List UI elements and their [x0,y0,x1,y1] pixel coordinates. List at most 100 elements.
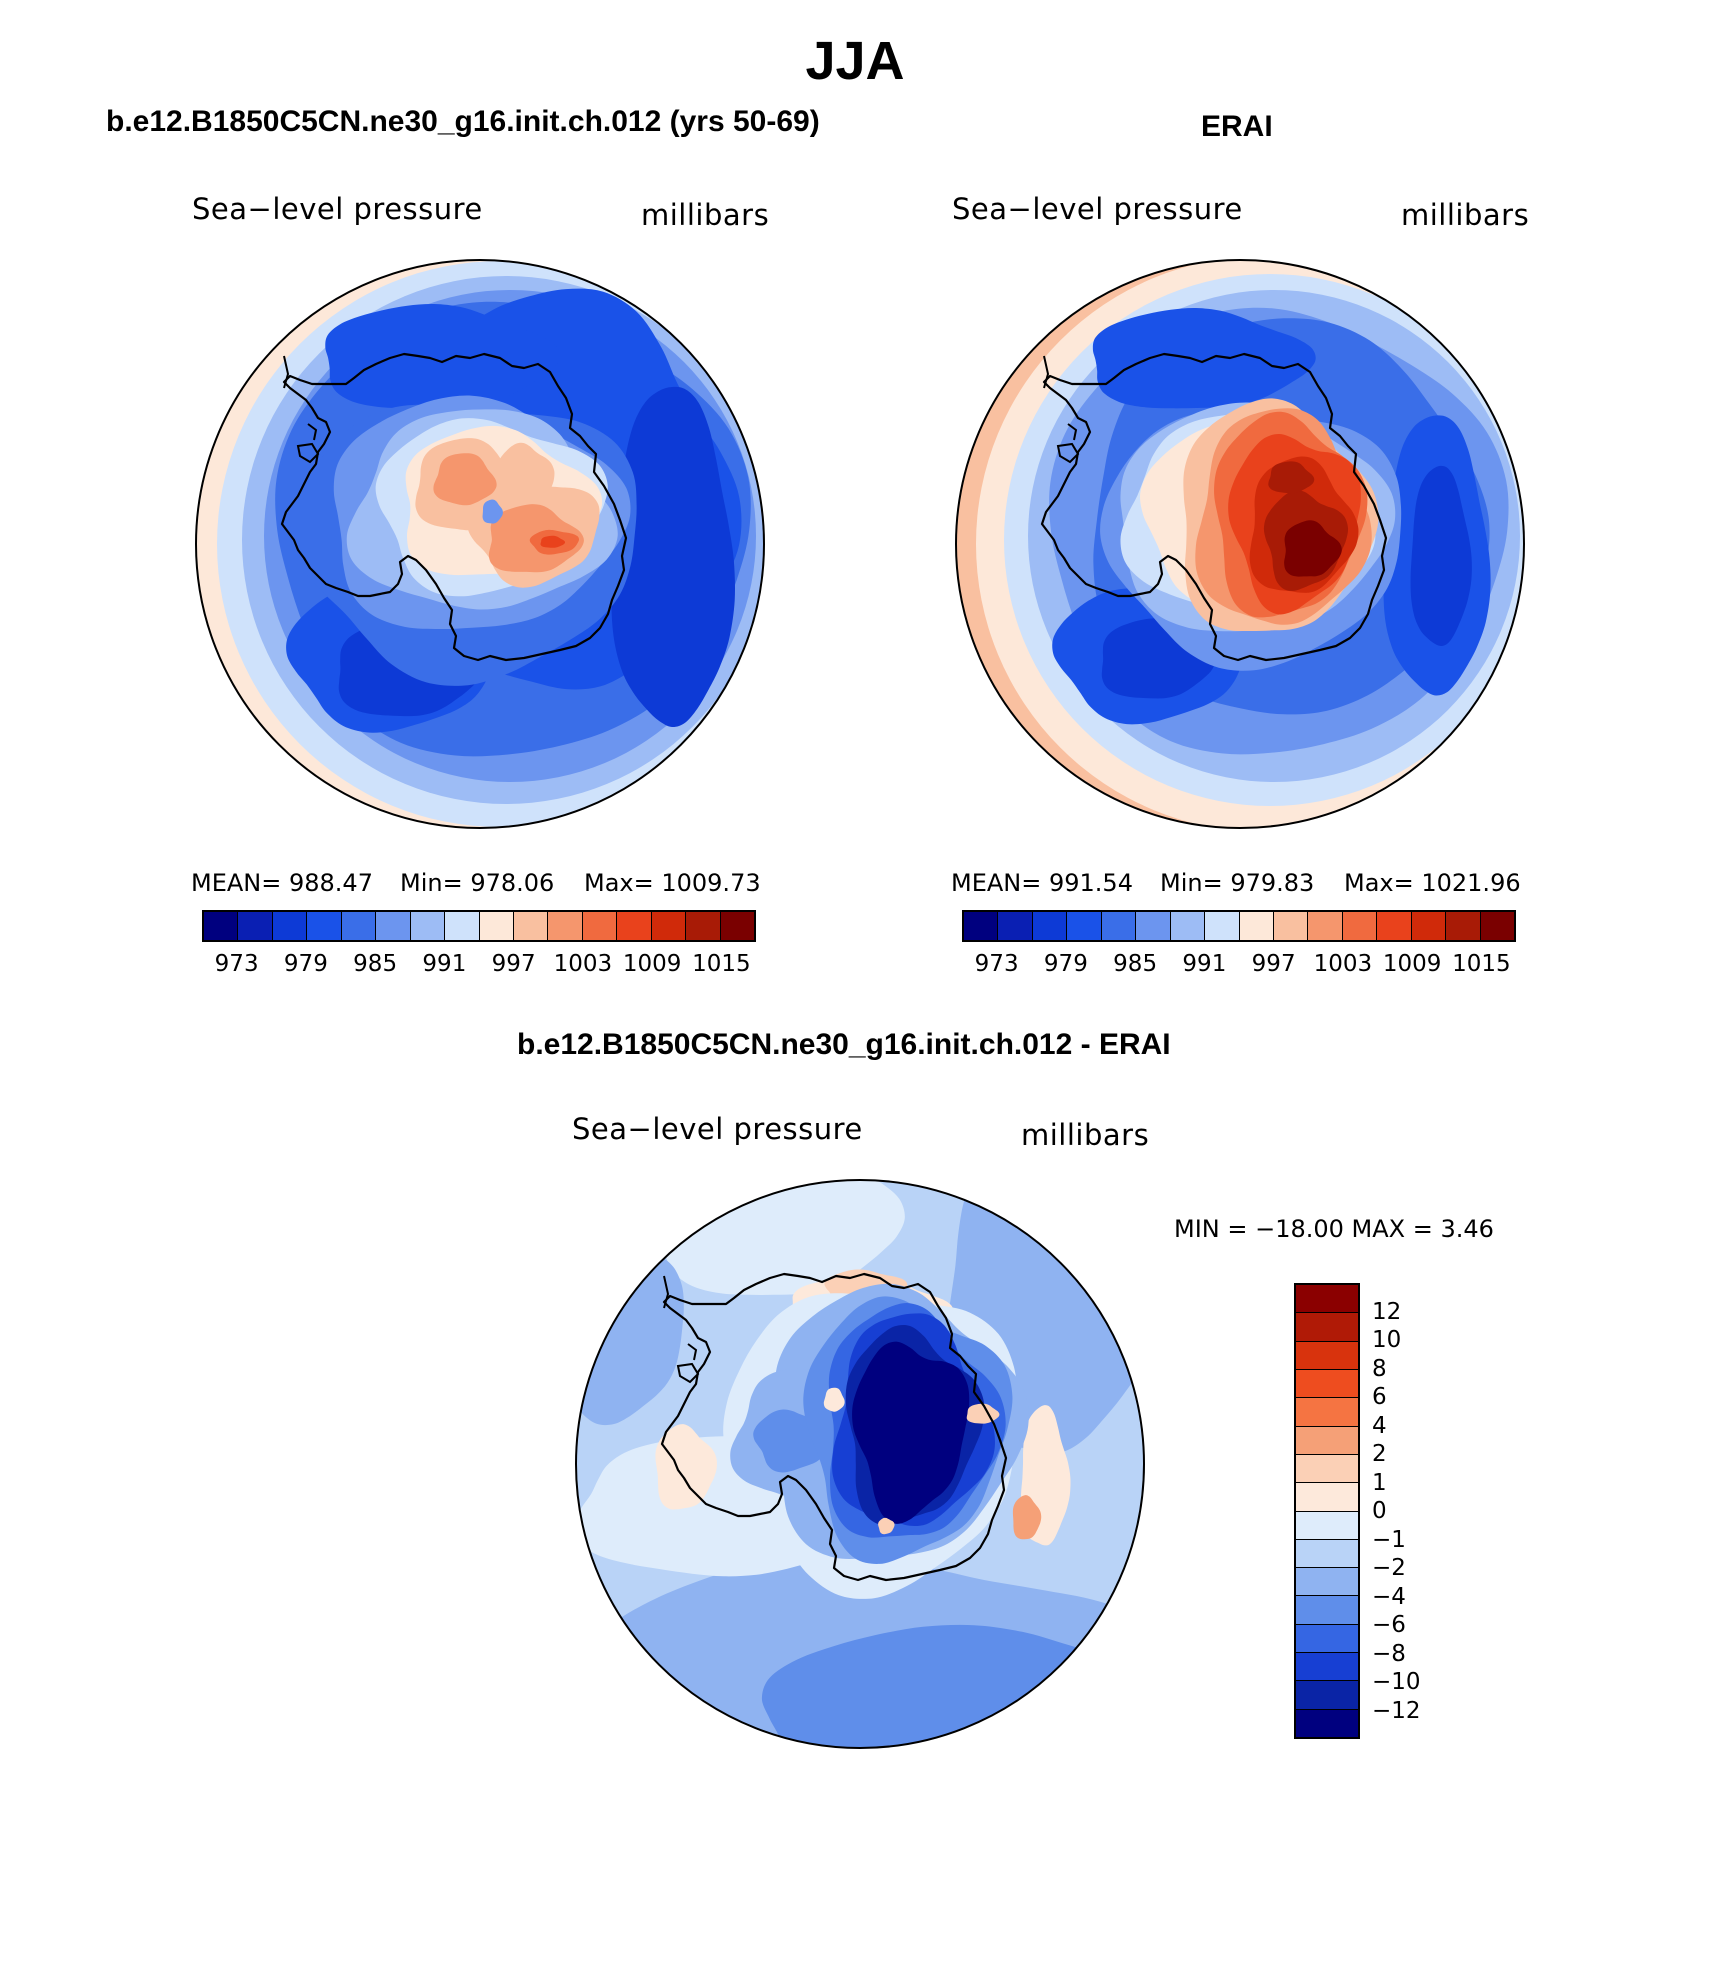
colorbar-tick-label: 1015 [1452,951,1511,977]
colorbar-swatch [513,912,549,940]
ice-shelf-outline [296,442,320,464]
panel2-min-stat: Min= 979.83 [1160,869,1315,897]
colorbar-swatch [1296,1596,1358,1625]
page-title: JJA [805,31,905,91]
peninsula-islands [687,1343,698,1361]
panel3-map [575,1179,1145,1749]
colorbar-swatch [686,912,721,940]
colorbar-swatch [238,912,273,940]
colorbar-swatch [548,912,583,940]
colorbar-swatch [1205,912,1240,940]
panel2-colorbar-ticks: 973 979 985 991 997 1003 1009 1015 [962,951,1516,981]
colorbar-swatch [1296,1369,1358,1399]
colorbar-tick-label: 12 [1372,1298,1402,1325]
peninsula-islands [663,1275,670,1309]
colorbar-tick-label: 997 [1251,951,1296,977]
map-border [195,259,765,829]
panel2-variable-label: Sea−level pressure [952,192,1243,226]
colorbar-swatch [1239,912,1274,940]
contour-band [1092,307,1316,409]
antarctica-coastline [660,1272,1008,1582]
panel1-mean-stat: MEAN= 988.47 [191,869,373,897]
map-field [576,1180,1144,1748]
contour-band [1268,461,1315,494]
colorbar-swatch [1296,1341,1358,1370]
colorbar-tick-label: 973 [214,951,259,977]
colorbar-swatch [1296,1624,1358,1654]
contour-band [496,442,555,517]
panel1-colorbar-ticks: 973 979 985 991 997 1003 1009 1015 [202,951,756,981]
colorbar-tick-label: −2 [1372,1555,1406,1581]
colorbar-swatch [651,912,687,940]
contour-band [662,1180,905,1295]
colorbar-swatch [1273,912,1309,940]
colorbar-tick-label: −4 [1372,1583,1406,1610]
colorbar-tick-label: 1009 [1382,951,1442,977]
contour-band [1284,520,1342,577]
colorbar-swatch [1101,912,1137,940]
colorbar-swatch [1296,1539,1358,1569]
colorbar-tick-label: −12 [1372,1697,1421,1724]
map-field [196,260,764,828]
colorbar-swatch [410,912,446,940]
map-border [955,259,1525,829]
colorbar-swatch [307,912,342,940]
colorbar-swatch [1067,912,1102,940]
colorbar-swatch [445,912,480,940]
colorbar-swatch [1308,912,1343,940]
colorbar-tick-label: 8 [1372,1355,1387,1382]
colorbar-tick-label: 6 [1372,1384,1387,1410]
colorbar-tick-label: 10 [1372,1327,1402,1353]
colorbar-swatch [1296,1681,1358,1710]
contour-band [1410,465,1472,646]
colorbar-tick-label: 1009 [622,951,682,977]
peninsula-islands [1043,355,1050,389]
colorbar-tick-label: 979 [283,951,328,977]
contour-band [1012,1495,1042,1540]
map-border [575,1179,1145,1749]
antarctica-coastline [280,352,628,662]
antarctica-coastline [1040,352,1388,662]
colorbar-swatch [272,912,308,940]
panel3-colorbar [1294,1283,1360,1739]
panel3-variable-label: Sea−level pressure [572,1112,863,1146]
contour-band [878,1517,895,1535]
colorbar-swatch [998,912,1033,940]
colorbar-swatch [1296,1426,1358,1455]
colorbar-swatch [1296,1313,1358,1342]
colorbar-tick-label: 985 [353,951,398,977]
colorbar-swatch [479,912,514,940]
colorbar-swatch [341,912,377,940]
colorbar-swatch [1296,1709,1358,1737]
ice-shelf-outline [1056,442,1080,464]
colorbar-tick-label: 4 [1372,1412,1387,1439]
colorbar-swatch [1377,912,1412,940]
colorbar-swatch [720,912,754,940]
contour-band [823,1387,845,1412]
colorbar-tick-label: 1003 [553,951,613,977]
colorbar-tick-label: 1003 [1313,951,1373,977]
contour-band [433,453,497,506]
panel2-mean-stat: MEAN= 991.54 [951,869,1133,897]
colorbar-swatch [1296,1653,1358,1682]
colorbar-tick-label: 991 [1182,951,1227,977]
panel1-map [195,259,765,829]
peninsula-islands [1067,423,1078,441]
contour-band [655,1424,717,1510]
colorbar-swatch [1296,1454,1358,1484]
ice-shelf-outline [676,1362,700,1384]
panel3-minmax-stat: MIN = −18.00 MAX = 3.46 [1174,1215,1494,1243]
colorbar-swatch [1342,912,1378,940]
panel1-min-stat: Min= 978.06 [400,869,555,897]
contour-band [761,1624,1144,1748]
panel3-title: b.e12.B1850C5CN.ne30_g16.init.ch.012 - E… [517,1028,1171,1061]
colorbar-swatch [617,912,652,940]
colorbar-tick-label: 991 [422,951,467,977]
colorbar-tick-label: 997 [491,951,536,977]
colorbar-tick-label: −10 [1372,1669,1421,1695]
colorbar-swatch [1296,1511,1358,1540]
colorbar-tick-label: 985 [1113,951,1158,977]
colorbar-tick-label: −6 [1372,1612,1406,1638]
panel1-colorbar [202,910,756,942]
colorbar-swatch [1032,912,1068,940]
